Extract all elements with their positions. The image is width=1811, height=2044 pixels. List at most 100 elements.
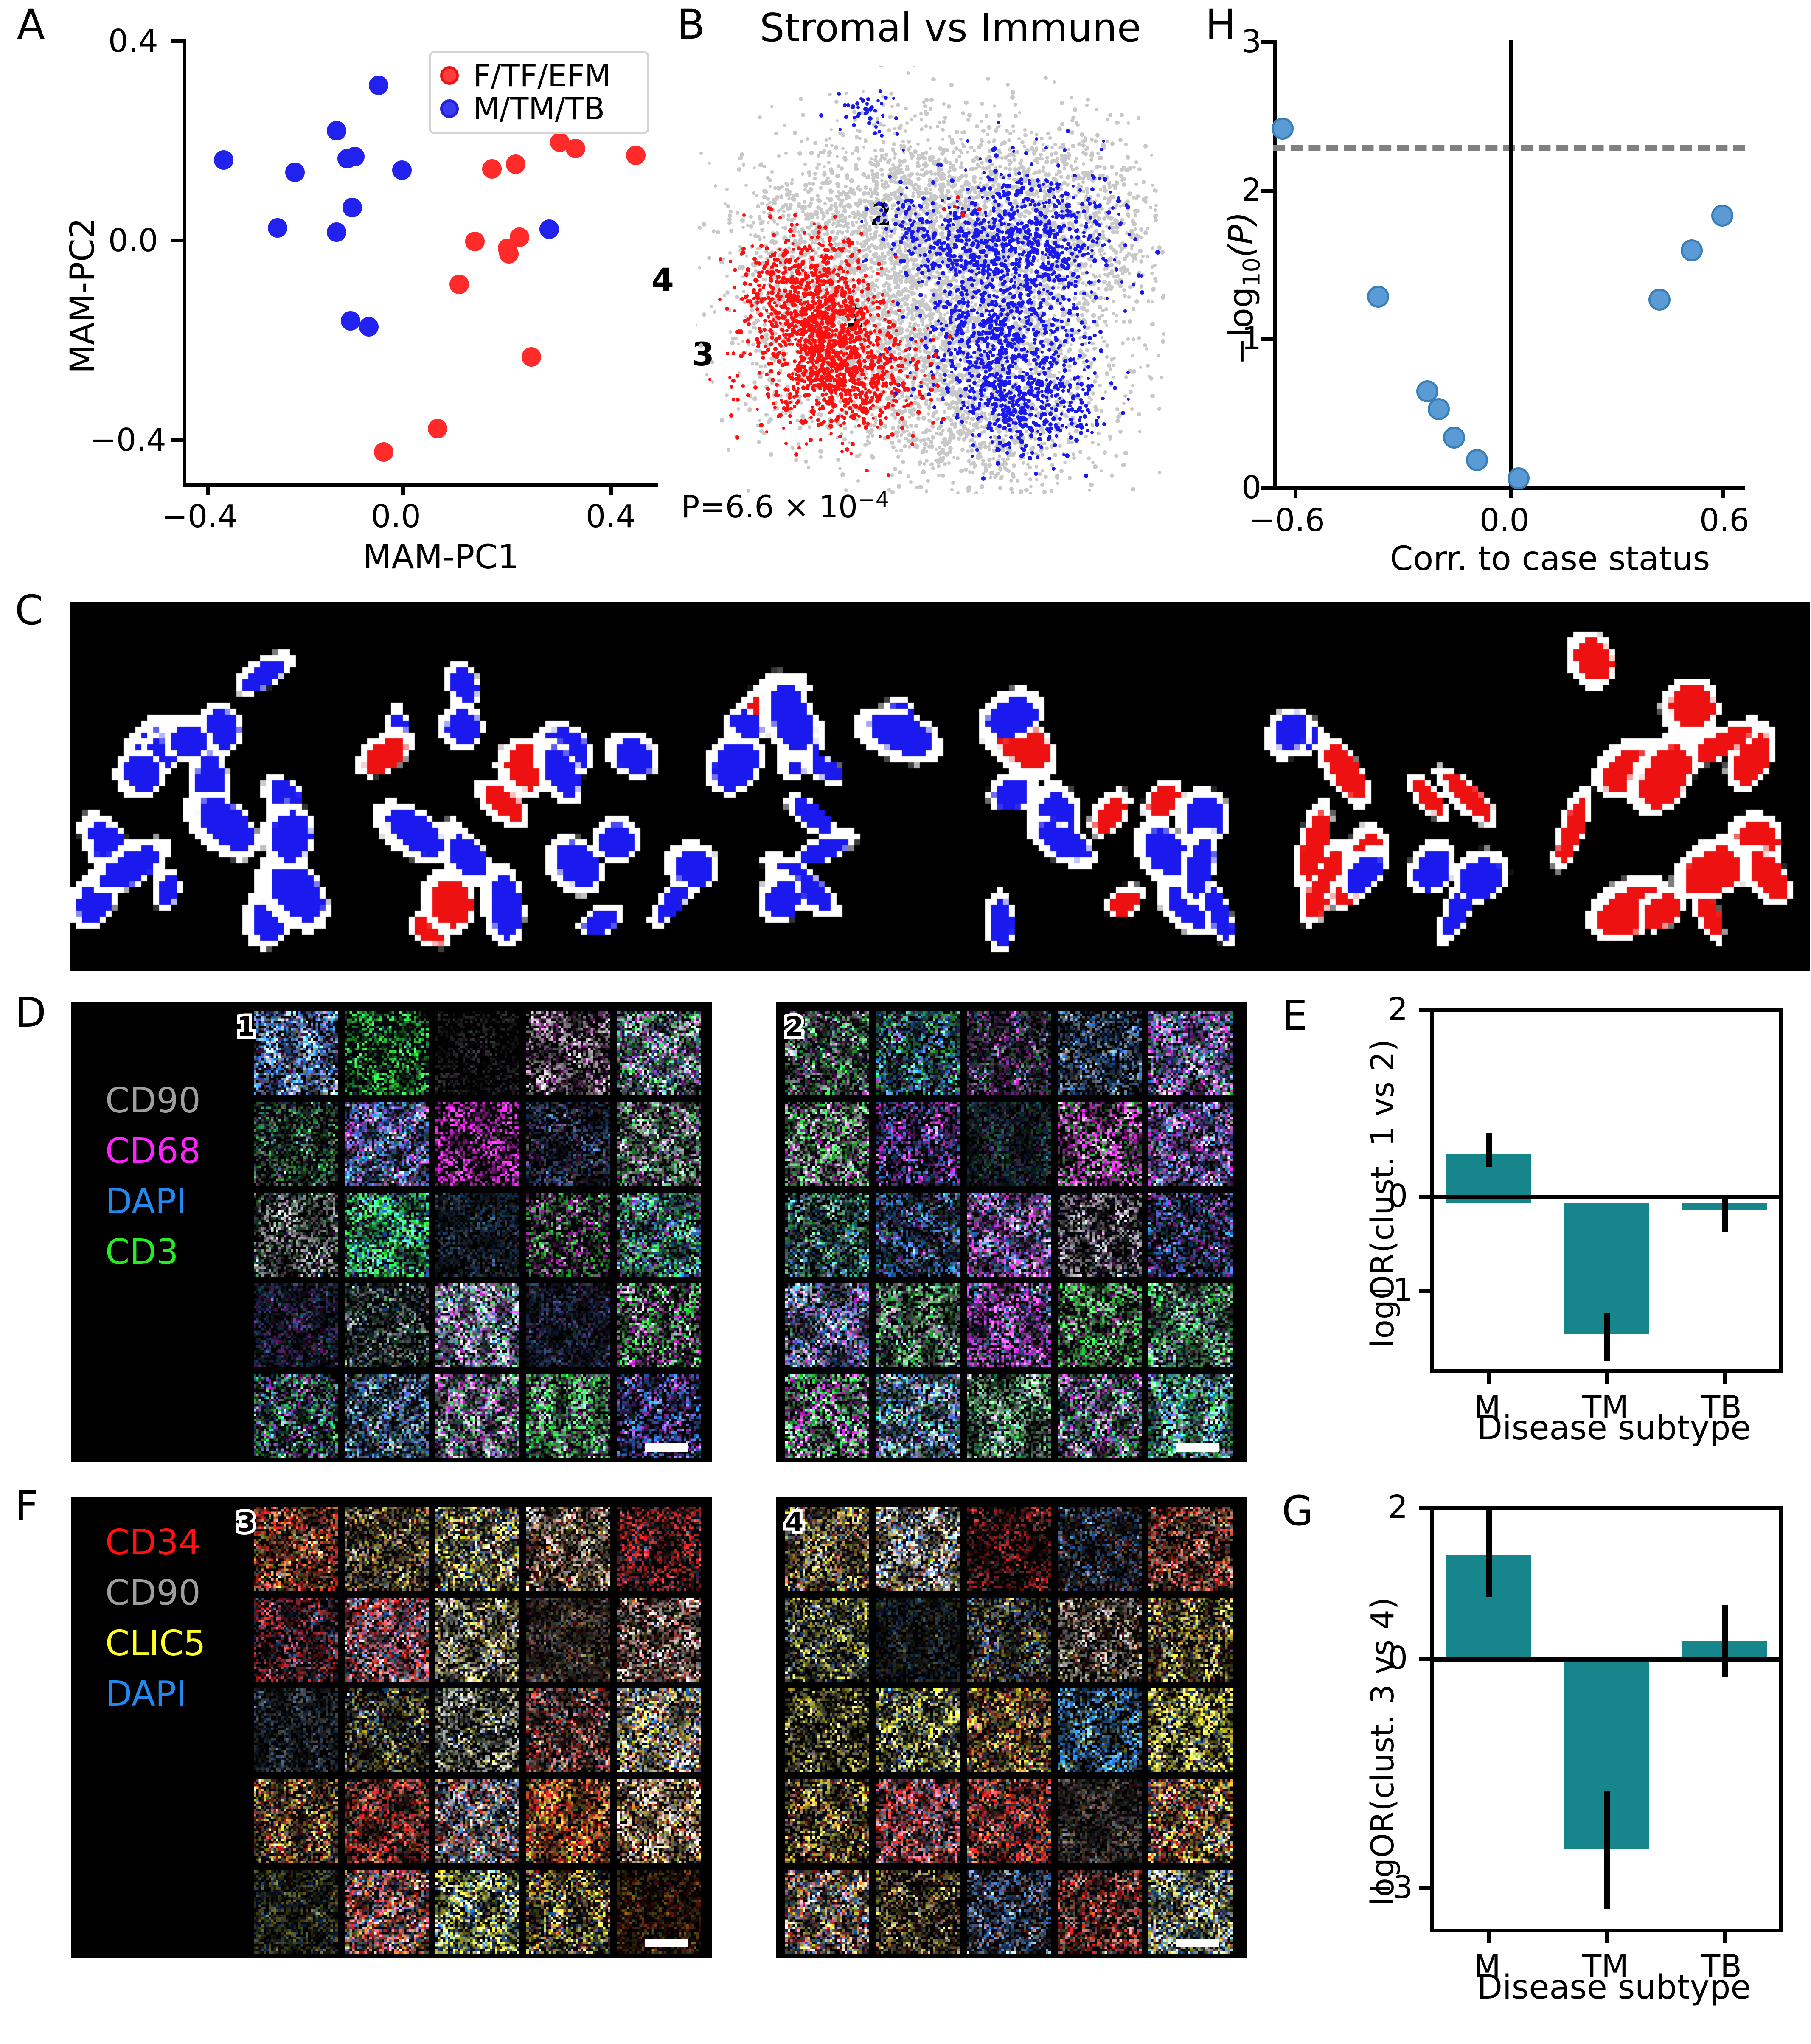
panel-b-point: [1035, 477, 1039, 481]
panel-b-point: [884, 340, 889, 345]
panel-b-point: [938, 187, 942, 192]
panel-b-point: [908, 271, 911, 274]
panel-b-point: [758, 115, 762, 120]
panel-b-point: [924, 164, 928, 168]
panel-b-point: [960, 174, 964, 178]
panel-b-point: [880, 255, 884, 259]
panel-b-point: [1028, 211, 1032, 215]
panel-b-point: [804, 459, 809, 464]
panel-b-point: [955, 279, 959, 283]
panel-b-point: [1106, 363, 1111, 368]
panel-b-point: [975, 279, 980, 284]
panel-b-point: [1143, 230, 1148, 235]
panel-b-point: [847, 249, 851, 253]
panel-b-point: [854, 135, 859, 139]
panel-b-point: [1011, 90, 1015, 95]
panel-b-point: [881, 312, 885, 317]
panel-b-point: [888, 114, 893, 119]
panel-b-point: [903, 216, 907, 220]
panel-b-point: [1061, 343, 1066, 348]
panel-b-point: [918, 349, 922, 353]
panel-b-point: [883, 424, 888, 429]
panel-b-point: [919, 317, 924, 322]
panel-b-point: [727, 221, 731, 225]
panel-a-point: [345, 147, 365, 167]
panel-b-point: [915, 172, 919, 176]
panel-b-point: [900, 327, 904, 331]
panel-b-point: [879, 343, 884, 348]
panel-b-point: [1104, 371, 1109, 376]
panel-b-point: [1115, 407, 1119, 411]
panel-b-point: [1023, 133, 1028, 138]
panel-b-point: [935, 229, 939, 233]
panel-a-x-tick-1: [401, 483, 405, 495]
panel-b-point: [979, 177, 983, 180]
panel-b-point: [842, 437, 847, 441]
panel-b-point: [1100, 336, 1104, 339]
panel-b-point: [892, 203, 896, 207]
panel-b-point: [952, 355, 956, 358]
panel-b-point: [893, 156, 896, 160]
panel-b-point: [918, 223, 921, 226]
panel-a-point: [449, 274, 469, 294]
panel-b-point: [966, 449, 970, 454]
panel-b-point: [976, 317, 981, 322]
panel-b-point: [912, 66, 916, 67]
panel-b-point: [904, 194, 908, 199]
panel-b-point: [1131, 384, 1134, 387]
panel-b-point: [898, 293, 901, 297]
panel-b-point: [916, 142, 920, 146]
panel-b-point: [1116, 274, 1120, 278]
panel-b-point: [876, 163, 880, 167]
panel-b-point: [1109, 286, 1113, 291]
panel-b-point: [960, 413, 966, 418]
panel-b-point: [970, 250, 974, 254]
panel-b-point: [862, 214, 867, 219]
panel-b-point: [1081, 306, 1086, 311]
panel-b-point: [1081, 272, 1084, 275]
panel-b-point: [710, 380, 714, 384]
panel-a-point: [522, 347, 542, 367]
panel-b-point: [754, 348, 758, 353]
panel-b-point: [995, 129, 998, 133]
panel-a-y-ticklabel-2: −0.4: [90, 422, 166, 458]
panel-b-point: [917, 269, 922, 274]
panel-b-point: [875, 187, 878, 190]
panel-b-point: [927, 156, 932, 160]
panel-b-point: [968, 422, 972, 425]
panel-b-point: [949, 176, 955, 181]
panel-b-point: [852, 192, 856, 196]
panel-b-point: [911, 302, 915, 306]
panel-b-point: [1023, 214, 1027, 218]
panel-b-point: [950, 195, 953, 198]
panel-b-point: [1089, 157, 1093, 162]
panel-b-point: [942, 102, 946, 106]
panel-b-point: [759, 364, 763, 368]
panel-b-point: [886, 242, 890, 246]
panel-b-point: [787, 213, 791, 218]
panel-b-point: [887, 487, 891, 492]
panel-b-point: [696, 323, 698, 327]
panel-b-point: [949, 82, 954, 87]
panel-b-point: [898, 326, 902, 331]
panel-b-point: [992, 179, 997, 184]
panel-b-point: [921, 302, 926, 307]
panel-b-point: [747, 407, 752, 412]
panel-b-point: [956, 179, 960, 182]
panel-b-point: [725, 393, 729, 398]
panel-b-point: [883, 245, 887, 249]
panel-b-point: [950, 137, 955, 142]
panel-b-point: [865, 235, 869, 238]
panel-b-point: [936, 125, 939, 128]
panel-b-point: [910, 153, 915, 158]
panel-b-point: [760, 227, 765, 232]
panel-b-point: [871, 176, 876, 180]
panel-b-point: [871, 162, 876, 167]
panel-b-point: [911, 194, 915, 198]
panel-b-point: [1066, 322, 1070, 326]
panel-b-point: [950, 213, 954, 217]
panel-b-point: [1069, 378, 1073, 382]
panel-b-point: [823, 165, 826, 168]
panel-b-point: [837, 211, 840, 214]
panel-b-point: [977, 210, 982, 214]
